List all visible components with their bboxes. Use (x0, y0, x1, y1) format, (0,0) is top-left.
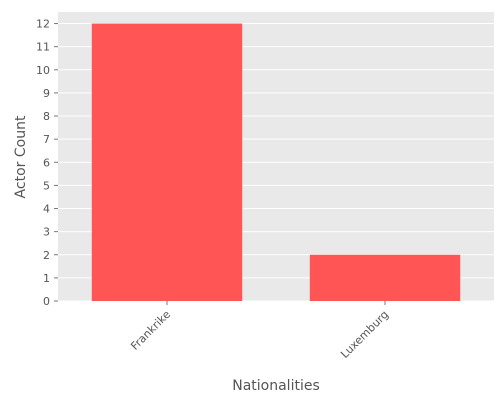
y-tick-label: 4 (43, 203, 50, 216)
y-tick-label: 7 (43, 133, 50, 146)
x-axis-title: Nationalities (232, 378, 320, 394)
y-tick-label: 9 (43, 87, 50, 100)
y-tick-label: 11 (36, 41, 50, 54)
y-tick-label: 12 (36, 18, 50, 31)
y-tick-label: 5 (43, 179, 50, 192)
bar-luxemburg (309, 254, 461, 301)
y-tick-label: 2 (43, 249, 50, 262)
x-axis-ticks: Frankrike Luxemburg (128, 301, 391, 361)
y-axis-title: Actor Count (13, 115, 29, 198)
y-tick-label: 10 (36, 64, 50, 77)
y-tick-label: 1 (43, 272, 50, 285)
y-tick-label: 0 (43, 295, 50, 308)
bars (91, 23, 461, 302)
x-tick-label: Luxemburg (338, 308, 391, 361)
x-tick-label: Frankrike (128, 308, 173, 353)
y-tick-label: 3 (43, 226, 50, 239)
y-tick-label: 8 (43, 110, 50, 123)
bar-frankrike (91, 23, 243, 302)
y-tick-label: 6 (43, 156, 50, 169)
